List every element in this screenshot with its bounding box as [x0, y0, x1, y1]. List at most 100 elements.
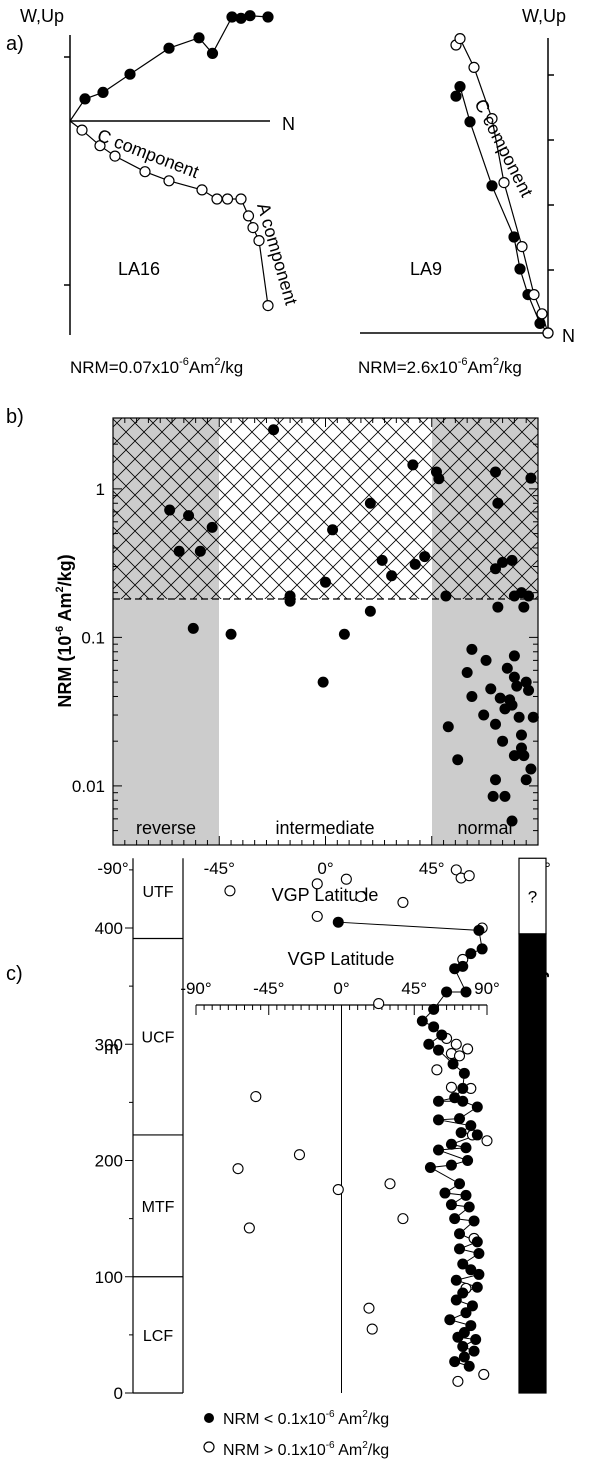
- demag-point-open: [486, 112, 498, 125]
- demag-point-open: [196, 184, 208, 196]
- vgp-point: [525, 472, 537, 484]
- la9-axis-n-label: N: [562, 326, 575, 346]
- demag-point-filled: [244, 10, 256, 22]
- vgp-open-point: [224, 885, 236, 897]
- vgp-filled-point: [445, 1199, 457, 1211]
- vgp-open-point: [232, 1163, 244, 1175]
- x-tick-label: -90°: [180, 979, 211, 998]
- vgp-filled-point: [428, 1021, 440, 1033]
- zone-normal-label: normal: [457, 818, 512, 838]
- vgp-point: [376, 554, 388, 566]
- vgp-point: [490, 563, 501, 575]
- vgp-point: [442, 721, 454, 733]
- vgp-filled-point: [465, 1120, 477, 1132]
- vgp-open-point: [363, 1302, 375, 1314]
- vgp-point: [206, 521, 218, 533]
- vgp-open-point: [293, 1149, 306, 1161]
- vgp-filled-point: [444, 1314, 456, 1326]
- vgp-filled-point: [433, 1044, 444, 1056]
- legend: NRM < 0.1x10-6 Am2/kg NRM > 0.1x10-6 Am2…: [203, 1409, 389, 1459]
- demag-point-open: [253, 235, 265, 247]
- vgp-filled-point: [423, 1038, 435, 1050]
- demag-point-filled: [464, 116, 476, 128]
- vgp-open-point: [431, 1064, 443, 1076]
- vgp-point: [515, 729, 527, 741]
- formation-label: UCF: [142, 1030, 175, 1047]
- vgp-filled-point: [465, 948, 477, 960]
- vgp-filled-point: [454, 1243, 466, 1255]
- demag-point-filled: [193, 32, 205, 44]
- la9-nrm-label: NRM=2.6x10-6Am2/kg: [358, 356, 522, 377]
- y-tick-label: 1: [96, 480, 105, 499]
- vgp-point: [386, 570, 398, 582]
- vgp-filled-point: [457, 1341, 469, 1352]
- vgp-point: [490, 718, 501, 730]
- demag-point-open: [94, 140, 106, 152]
- vgp-filled-point: [433, 1144, 444, 1156]
- polarity-title: Polarity: [529, 968, 549, 1034]
- vgp-open-point: [462, 1043, 474, 1055]
- panel-b-label: b): [6, 406, 24, 428]
- vgp-point: [518, 601, 530, 613]
- vgp-open-point: [463, 870, 475, 882]
- polarity-zone-unknown: [518, 857, 547, 935]
- vgp-point: [173, 545, 185, 557]
- vgp-filled-point: [460, 1142, 472, 1154]
- demag-point-open: [211, 193, 223, 205]
- vgp-filled-point: [436, 1029, 448, 1041]
- x-tick-label: 45°: [401, 979, 427, 998]
- vgp-filled-point: [457, 1287, 469, 1299]
- vgp-filled-point: [457, 1082, 469, 1094]
- vgp-filled-point: [463, 1360, 475, 1372]
- zone-intermediate-label: intermediate: [275, 818, 374, 838]
- panel-c-axes: -90° -45° 0° 45° 90° 0 100 200 300 400: [95, 858, 500, 1403]
- vgp-filled-point: [458, 1067, 470, 1079]
- hatched-region: [113, 418, 538, 599]
- demag-point-filled: [79, 93, 91, 105]
- vgp-filled-point: [463, 1201, 475, 1213]
- demag-point-open: [109, 150, 121, 162]
- vgp-point: [320, 576, 331, 588]
- zone-reverse-label: reverse: [136, 818, 196, 838]
- demag-point-filled: [514, 263, 526, 275]
- demag-point-open: [498, 177, 510, 189]
- demag-point-open: [76, 124, 88, 136]
- vgp-point: [497, 735, 509, 747]
- panel-b-points: [164, 424, 539, 827]
- demag-point-open: [542, 327, 554, 339]
- vgp-filled-point: [460, 986, 472, 998]
- vgp-point: [497, 556, 509, 568]
- demag-point-open: [536, 308, 548, 320]
- vgp-point: [508, 671, 520, 683]
- vgp-open-point: [450, 864, 462, 876]
- depth-tick-label: 0: [114, 1384, 123, 1403]
- vgp-point: [407, 459, 419, 471]
- vgp-point: [440, 590, 452, 602]
- demag-point-open: [528, 289, 540, 301]
- vgp-filled-point: [465, 1264, 477, 1276]
- vgp-filled-point: [332, 916, 344, 928]
- vgp-point: [523, 590, 535, 602]
- demag-point-filled: [486, 180, 498, 192]
- vgp-point: [518, 750, 530, 762]
- demag-point-filled: [226, 11, 238, 23]
- vgp-filled-point: [454, 1178, 466, 1190]
- vgp-filled-point: [445, 1159, 457, 1171]
- la16-nrm-label: NRM=0.07x10-6Am2/kg: [70, 356, 243, 377]
- demag-point-open: [235, 193, 247, 205]
- vgp-open-point: [478, 1368, 490, 1380]
- vgp-filled-point: [454, 1228, 466, 1240]
- vgp-filled-point: [454, 1113, 466, 1125]
- vgp-point: [478, 709, 490, 721]
- x-tick-label: 0°: [317, 859, 333, 878]
- vgp-point: [513, 711, 525, 723]
- demag-point-filled: [262, 11, 274, 23]
- vgp-filled-point: [457, 1258, 469, 1270]
- vgp-point: [525, 763, 537, 775]
- vgp-point: [485, 683, 497, 695]
- vgp-open-point: [481, 1135, 493, 1147]
- x-tick-label: -90°: [97, 859, 128, 878]
- panel-b-x-axis-title: VGP Latitude: [272, 885, 379, 905]
- vgp-point: [492, 497, 504, 509]
- vgp-point: [499, 790, 511, 802]
